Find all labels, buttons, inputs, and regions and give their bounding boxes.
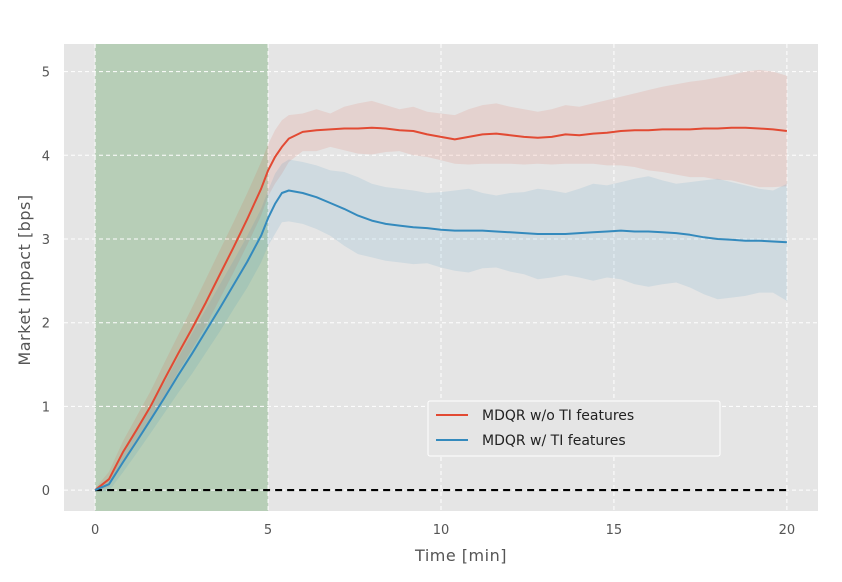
confidence-band-with-ti [95, 159, 787, 492]
legend-label: MDQR w/o TI features [482, 408, 634, 424]
confidence-band-without-ti [95, 69, 787, 492]
y-tick-label: 3 [42, 233, 50, 248]
series-line-without-ti [94, 126, 788, 491]
confidence-band-layer [95, 69, 787, 492]
y-tick-label: 1 [42, 400, 50, 415]
series-line-with-ti [94, 189, 787, 492]
x-tick-label: 10 [433, 523, 450, 538]
x-tick-label: 5 [264, 523, 272, 538]
x-tick-label: 15 [606, 523, 623, 538]
y-axis-label: Market Impact [bps] [15, 194, 34, 365]
grid-layer [64, 44, 818, 511]
y-tick-label: 2 [42, 317, 50, 332]
x-tick-label: 0 [91, 523, 99, 538]
legend-box [427, 400, 721, 457]
y-tick-label: 0 [42, 484, 50, 499]
legend-label: MDQR w/ TI features [482, 433, 626, 449]
x-tick-labels: 0 5 10 15 20 [91, 523, 795, 538]
series-line-layer [94, 126, 788, 492]
x-tick-label: 20 [779, 523, 796, 538]
y-tick-labels: 0 1 2 3 4 5 [42, 66, 50, 499]
y-tick-label: 4 [42, 149, 50, 164]
y-tick-label: 5 [42, 66, 50, 81]
legend: MDQR w/o TI features MDQR w/ TI features [427, 400, 721, 457]
shaded-region-layer [95, 44, 269, 511]
shaded-region [95, 44, 269, 511]
x-axis-label: Time [min] [414, 546, 507, 565]
